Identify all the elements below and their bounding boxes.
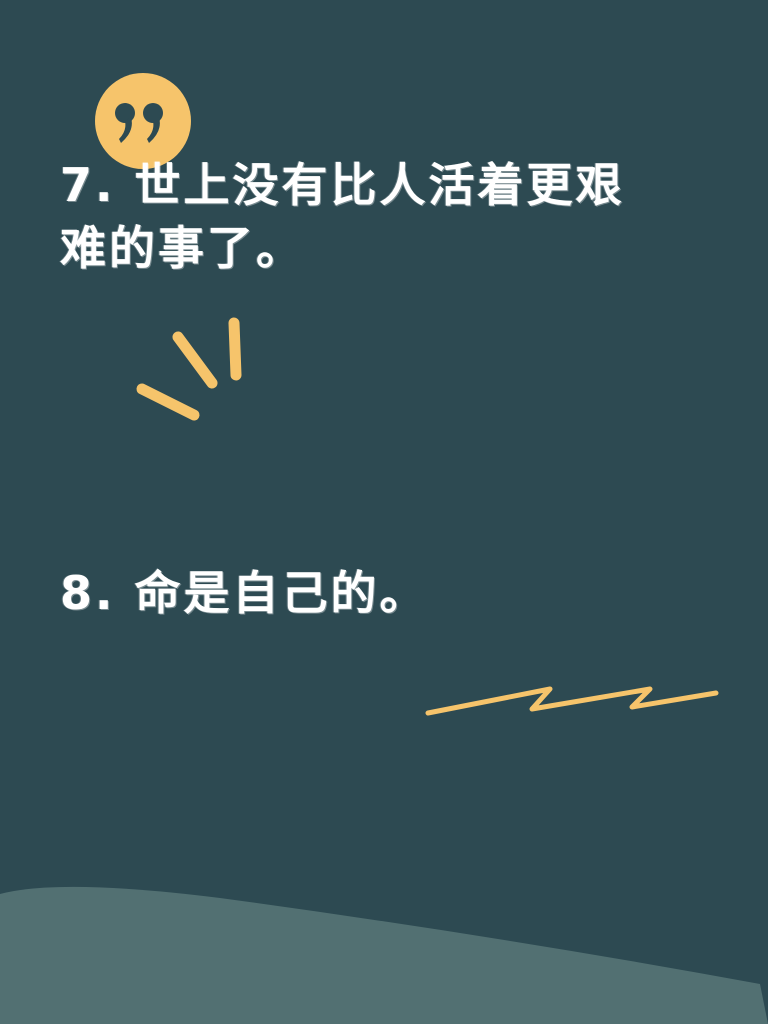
bottom-wave [0,886,768,1024]
quote-8-line-1: 8. 命是自己的。 [60,566,429,620]
quote-7-line-2: 难的事了。 [60,221,305,275]
quote-mark-icon [95,73,191,169]
zigzag-line-icon [425,686,719,716]
sparkle-lines-icon [136,317,242,421]
quote-7-line-1: 7. 世上没有比人活着更艰 [60,158,625,212]
